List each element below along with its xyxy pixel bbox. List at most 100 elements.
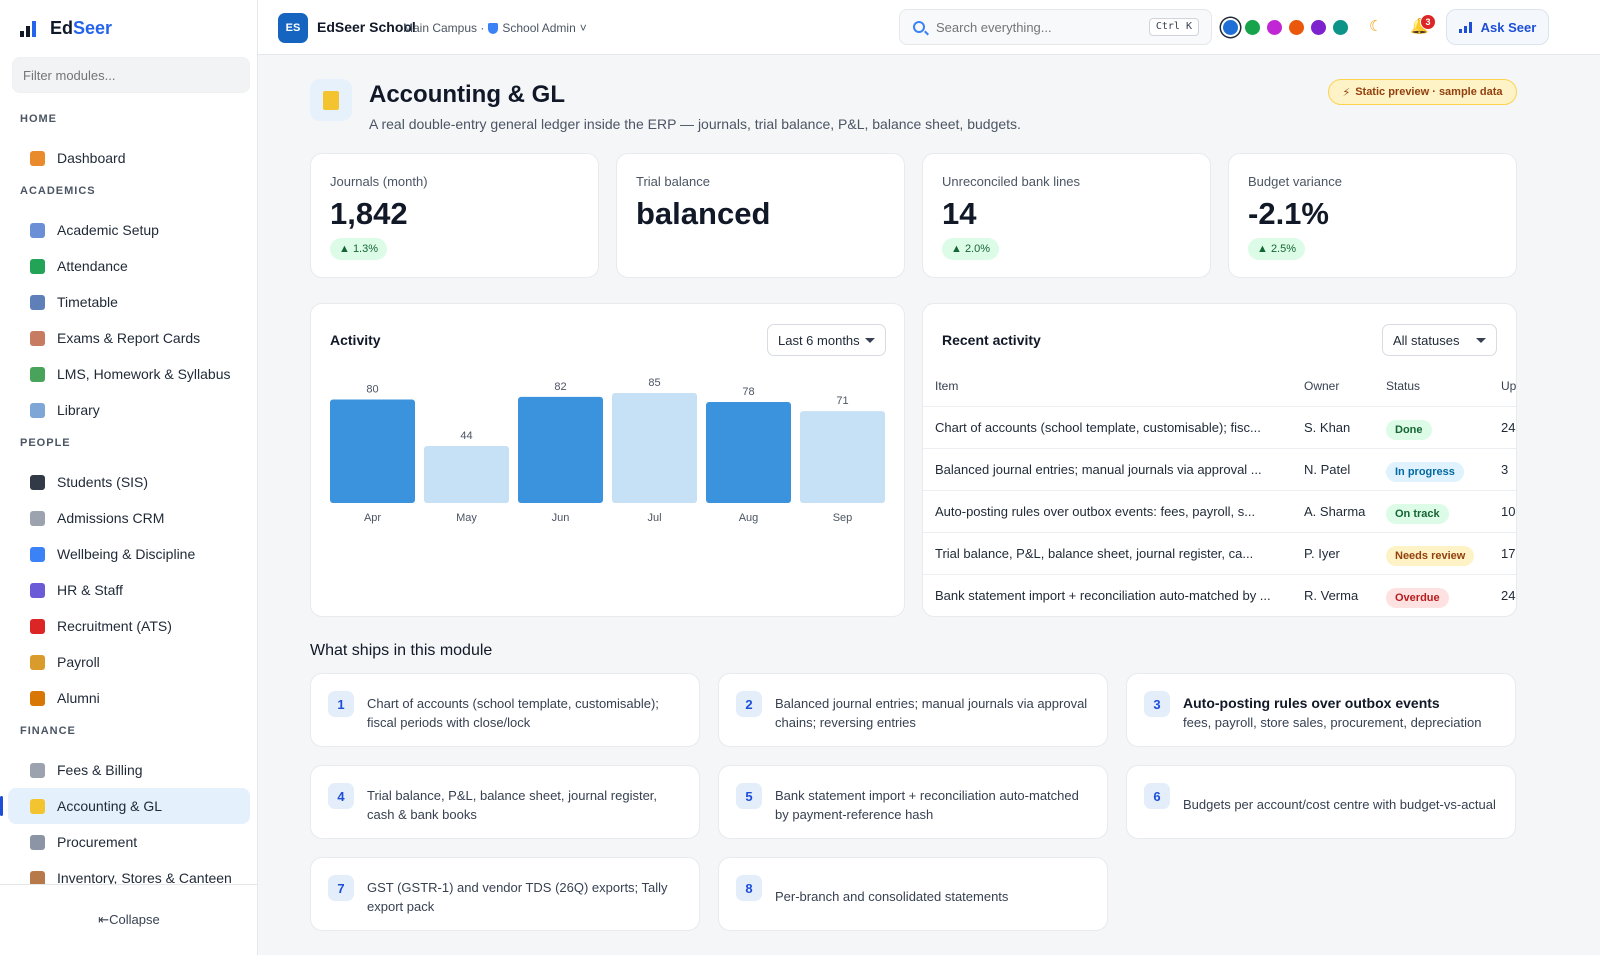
module-icon	[30, 150, 45, 166]
sidebar-item-recruitment-ats[interactable]: Recruitment (ATS)	[8, 608, 250, 644]
column-header[interactable]: Status	[1386, 379, 1421, 393]
feature-text: Bank statement import + reconciliation a…	[775, 786, 1093, 824]
table-row[interactable]: Trial balance, P&L, balance sheet, journ…	[923, 532, 1516, 574]
sidebar-item-lms-homework-syllabus[interactable]: LMS, Homework & Syllabus	[8, 356, 250, 392]
theme-swatch[interactable]	[1267, 20, 1282, 35]
campus-role-switcher[interactable]: Main Campus · School Admin ˅	[403, 21, 587, 35]
row-item: Balanced journal entries; manual journal…	[935, 462, 1262, 477]
feature-description: Bank statement import + reconciliation a…	[775, 788, 1079, 822]
feature-number: 7	[328, 875, 354, 901]
sidebar-item-payroll[interactable]: Payroll	[8, 644, 250, 680]
row-owner: A. Sharma	[1304, 504, 1366, 519]
sidebar-item-academic-setup[interactable]: Academic Setup	[8, 212, 250, 248]
sidebar-item-attendance[interactable]: Attendance	[8, 248, 250, 284]
status-badge: Done	[1386, 420, 1432, 440]
row-owner: S. Khan	[1304, 420, 1351, 435]
static-preview-badge: ⚡ Static preview · sample data	[1328, 79, 1517, 105]
bar-may[interactable]	[424, 446, 509, 503]
table-row[interactable]: Chart of accounts (school template, cust…	[923, 406, 1516, 448]
module-icon	[30, 510, 45, 526]
school-name[interactable]: EdSeer School	[317, 19, 416, 35]
brand-logo[interactable]: EdSeer	[20, 15, 112, 41]
module-icon	[30, 258, 45, 274]
feature-heading: Auto-posting rules over outbox events	[1183, 695, 1440, 711]
school-logo[interactable]: ES	[278, 13, 308, 43]
row-updated: 24	[1501, 588, 1516, 603]
filter-modules-input[interactable]	[12, 57, 250, 93]
bar-apr[interactable]	[330, 399, 415, 503]
sidebar-item-students-sis[interactable]: Students (SIS)	[8, 464, 250, 500]
bar-jun[interactable]	[518, 396, 603, 503]
sidebar-item-alumni[interactable]: Alumni	[8, 680, 250, 716]
kpi-value: 1,842	[330, 196, 408, 231]
table-row[interactable]: Auto-posting rules over outbox events: f…	[923, 490, 1516, 532]
category-label: Apr	[364, 512, 381, 524]
module-icon	[30, 654, 45, 670]
status-filter-select[interactable]: All statuses	[1382, 324, 1497, 356]
sidebar-item-accounting-gl[interactable]: Accounting & GL	[0, 788, 250, 824]
module-icon	[30, 870, 45, 884]
feature-text: GST (GSTR-1) and vendor TDS (26Q) export…	[367, 878, 685, 916]
table-row[interactable]: Balanced journal entries; manual journal…	[923, 448, 1516, 490]
moon-icon[interactable]: ☾	[1369, 18, 1383, 35]
sidebar-item-label: Accounting & GL	[57, 798, 163, 814]
sidebar-item-label: Timetable	[57, 294, 118, 310]
sidebar-item-exams-report-cards[interactable]: Exams & Report Cards	[8, 320, 250, 356]
status-badge: On track	[1386, 504, 1449, 524]
sidebar-item-label: Library	[57, 402, 100, 418]
nav-section-people: PEOPLE	[20, 437, 71, 449]
search-input[interactable]	[936, 10, 1136, 44]
theme-swatch[interactable]	[1245, 20, 1260, 35]
notebook-icon	[310, 79, 352, 121]
theme-swatch[interactable]	[1223, 20, 1238, 35]
bar-aug[interactable]	[706, 402, 791, 503]
column-header[interactable]: Up	[1501, 379, 1517, 393]
table-row[interactable]: Bank statement import + reconciliation a…	[923, 574, 1516, 616]
sidebar-item-hr-staff[interactable]: HR & Staff	[8, 572, 250, 608]
row-updated: 10	[1501, 504, 1516, 519]
lightning-icon: ⚡	[1342, 86, 1351, 99]
brand-name: EdSeer	[50, 17, 113, 38]
bar-sep[interactable]	[800, 411, 885, 503]
module-icon	[30, 690, 45, 706]
module-icon	[30, 402, 45, 418]
feature-card: 2 Balanced journal entries; manual journa…	[718, 673, 1108, 747]
row-updated: 24	[1501, 420, 1516, 435]
sidebar-item-admissions-crm[interactable]: Admissions CRM	[8, 500, 250, 536]
ask-seer-button[interactable]: Ask Seer	[1446, 9, 1549, 45]
sidebar-item-dashboard[interactable]: Dashboard	[8, 140, 250, 176]
sidebar-item-label: Dashboard	[57, 150, 126, 166]
sparkle-chart-icon	[1458, 21, 1473, 33]
sidebar-item-timetable[interactable]: Timetable	[8, 284, 250, 320]
range-select[interactable]: Last 6 months	[767, 324, 886, 356]
theme-swatch[interactable]	[1289, 20, 1304, 35]
bar-value-label: 71	[836, 395, 848, 407]
caret-down-icon	[1476, 338, 1486, 343]
collapse-button[interactable]: ⇤Collapse	[0, 884, 258, 955]
feature-card: 1 Chart of accounts (school template, cus…	[310, 673, 700, 747]
row-item: Auto-posting rules over outbox events: f…	[935, 504, 1256, 519]
column-header[interactable]: Item	[935, 379, 959, 393]
bar-jul[interactable]	[612, 393, 697, 503]
sidebar-item-wellbeing-discipline[interactable]: Wellbeing & Discipline	[8, 536, 250, 572]
sidebar-item-label: Students (SIS)	[57, 474, 149, 490]
page-subtitle: A real double-entry general ledger insid…	[369, 116, 1021, 132]
feature-card: 7 GST (GSTR-1) and vendor TDS (26Q) expor…	[310, 857, 700, 931]
category-label: Aug	[739, 512, 759, 524]
global-search[interactable]: Ctrl K	[899, 9, 1212, 45]
activity-card: Activity Last 6 months 80 Apr 44 May 82 Jun 85…	[310, 303, 905, 617]
theme-swatch[interactable]	[1333, 20, 1348, 35]
sidebar-item-procurement[interactable]: Procurement	[8, 824, 250, 860]
sidebar-item-fees-billing[interactable]: Fees & Billing	[8, 752, 250, 788]
column-header[interactable]: Owner	[1304, 379, 1340, 393]
bar-value-label: 80	[366, 383, 378, 395]
row-item: Chart of accounts (school template, cust…	[935, 420, 1261, 435]
module-icon	[30, 618, 45, 634]
theme-swatch[interactable]	[1311, 20, 1326, 35]
ask-seer-label: Ask Seer	[1480, 19, 1537, 35]
sidebar-item-inventory-stores-canteen[interactable]: Inventory, Stores & Canteen	[8, 860, 250, 884]
sidebar-item-library[interactable]: Library	[8, 392, 250, 428]
kpi-label: Unreconciled bank lines	[942, 174, 1081, 189]
feature-description: Per-branch and consolidated statements	[775, 889, 1009, 904]
feature-text: Budgets per account/cost centre with bud…	[1183, 795, 1501, 814]
